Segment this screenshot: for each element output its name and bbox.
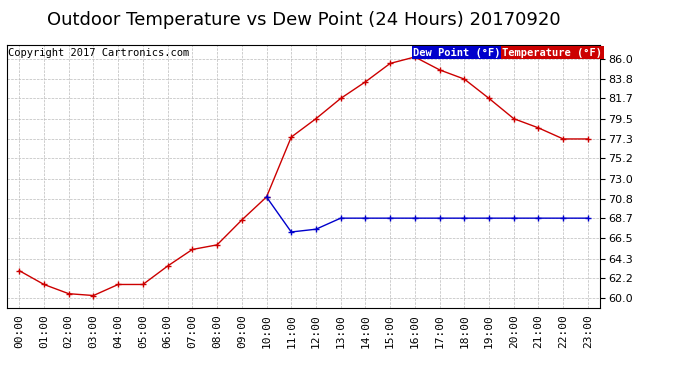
Text: Dew Point (°F): Dew Point (°F): [413, 48, 501, 58]
Text: Outdoor Temperature vs Dew Point (24 Hours) 20170920: Outdoor Temperature vs Dew Point (24 Hou…: [47, 11, 560, 29]
Text: Temperature (°F): Temperature (°F): [502, 48, 602, 58]
Text: Copyright 2017 Cartronics.com: Copyright 2017 Cartronics.com: [8, 48, 189, 58]
